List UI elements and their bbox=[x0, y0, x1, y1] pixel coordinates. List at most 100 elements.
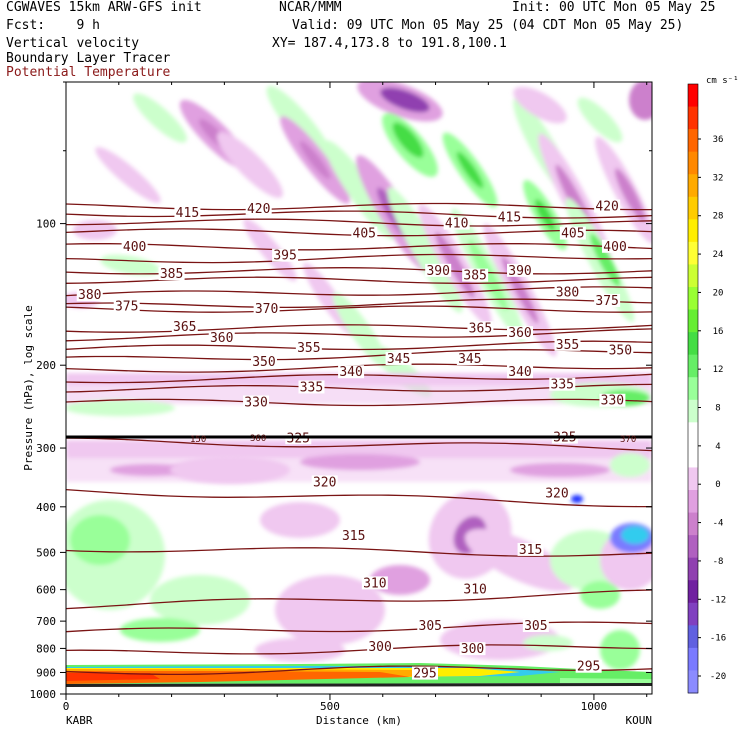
theta-label-bg bbox=[554, 285, 581, 299]
theta-label-bg bbox=[496, 210, 523, 224]
x-tick-label: 0 bbox=[63, 700, 70, 713]
colorbar-swatch bbox=[688, 219, 698, 243]
x-axis-label: Distance (km) bbox=[316, 714, 402, 727]
theta-label-bg bbox=[456, 351, 483, 365]
colorbar-swatch bbox=[688, 354, 698, 378]
y-axis-label: Pressure (hPa), log scale bbox=[22, 305, 35, 471]
colorbar-swatch bbox=[688, 557, 698, 581]
colorbar-swatch bbox=[688, 287, 698, 311]
theta-label-bg bbox=[171, 320, 198, 334]
theta-label: 310 bbox=[463, 583, 486, 598]
theta-label: 335 bbox=[300, 380, 323, 395]
theta-label: 375 bbox=[115, 299, 138, 314]
theta-label-bg bbox=[411, 666, 438, 680]
colorbar-label: -12 bbox=[710, 595, 726, 605]
theta-label: 340 bbox=[508, 365, 531, 380]
colorbar-label: 8 bbox=[715, 404, 720, 414]
x-tick-label: 1000 bbox=[581, 700, 608, 713]
theta-label-bg bbox=[594, 199, 621, 213]
theta-label: 390 bbox=[426, 264, 449, 279]
theta-contour bbox=[66, 305, 652, 313]
theta-contour bbox=[66, 324, 652, 333]
theta-label: 415 bbox=[498, 210, 521, 225]
theta-label-bg bbox=[208, 330, 235, 344]
colorbar-swatch bbox=[688, 332, 698, 356]
theta-label: 385 bbox=[160, 267, 183, 282]
theta-contour bbox=[66, 286, 652, 297]
theta-label-bg bbox=[158, 267, 185, 281]
theta-label-bg bbox=[361, 576, 388, 590]
colorbar-label: 24 bbox=[713, 250, 724, 260]
header-forecast: Fcst: 9 h bbox=[6, 18, 100, 33]
colorbar-swatch bbox=[688, 151, 698, 175]
theta-label: 305 bbox=[524, 619, 547, 634]
colorbar-swatch bbox=[688, 625, 698, 649]
theta-label-bg bbox=[517, 542, 544, 556]
theta-label: 325 bbox=[287, 431, 310, 446]
theta-label-bg bbox=[311, 475, 338, 489]
theta-label: 360 bbox=[210, 331, 233, 346]
crowded-label-360b: 360 bbox=[250, 434, 266, 444]
theta-contour bbox=[66, 589, 652, 610]
theta-label: 350 bbox=[609, 343, 632, 358]
theta-contour bbox=[66, 665, 652, 676]
theta-label-bg bbox=[522, 619, 549, 633]
theta-label-bg bbox=[113, 299, 140, 313]
theta-label: 405 bbox=[353, 227, 376, 242]
theta-label: 405 bbox=[561, 227, 584, 242]
colorbar-swatch bbox=[688, 422, 698, 446]
theta-label-bg bbox=[559, 226, 586, 240]
theta-label: 345 bbox=[458, 352, 481, 367]
theta-label: 410 bbox=[445, 217, 468, 232]
left-station-label: KABR bbox=[66, 714, 93, 727]
theta-label: 395 bbox=[273, 249, 296, 264]
theta-label-bg bbox=[467, 321, 494, 335]
theta-label-bg bbox=[575, 659, 602, 673]
theta-label: 295 bbox=[577, 660, 600, 675]
y-tick-label: 700 bbox=[36, 615, 56, 628]
theta-contour bbox=[66, 218, 652, 227]
colorbar-swatch bbox=[688, 467, 698, 491]
theta-label-bg bbox=[507, 263, 534, 277]
field-potential-temperature: Potential Temperature bbox=[6, 65, 171, 80]
theta-label-bg bbox=[76, 288, 103, 302]
colorbar-label: -4 bbox=[713, 519, 724, 529]
theta-label: 365 bbox=[173, 320, 196, 335]
theta-label: 350 bbox=[252, 355, 275, 370]
theta-label: 420 bbox=[595, 200, 618, 215]
y-tick-label: 400 bbox=[36, 501, 56, 514]
theta-label-bg bbox=[121, 239, 148, 253]
colorbar-swatch bbox=[688, 670, 698, 694]
y-tick-label: 1000 bbox=[30, 688, 57, 701]
theta-label-bg bbox=[459, 642, 486, 656]
theta-label: 360 bbox=[508, 326, 531, 341]
theta-label-bg bbox=[462, 268, 489, 282]
y-tick-label: 900 bbox=[36, 666, 56, 679]
theta-label: 420 bbox=[247, 202, 270, 217]
colorbar-label: 12 bbox=[713, 365, 724, 375]
field-vertical-velocity: Vertical velocity bbox=[6, 36, 140, 51]
colorbar-swatch bbox=[688, 106, 698, 130]
theta-label-bg bbox=[543, 486, 570, 500]
y-tick-label: 300 bbox=[36, 442, 56, 455]
theta-contour bbox=[66, 644, 652, 655]
theta-label: 330 bbox=[601, 394, 624, 409]
theta-contour bbox=[66, 340, 652, 351]
colorbar-units: cm s⁻¹ bbox=[706, 76, 739, 86]
theta-label-bg bbox=[417, 619, 444, 633]
header-org: NCAR/MMM bbox=[279, 0, 342, 15]
theta-contour bbox=[66, 202, 652, 211]
right-station-label: KOUN bbox=[626, 714, 653, 727]
theta-label: 400 bbox=[123, 240, 146, 255]
potential-temperature-contours bbox=[66, 202, 652, 676]
troposphere-shading bbox=[66, 456, 652, 670]
theta-label: 305 bbox=[419, 619, 442, 634]
theta-label-bg bbox=[385, 351, 412, 365]
theta-label: 315 bbox=[342, 529, 365, 544]
theta-contour bbox=[66, 210, 652, 219]
theta-label-bg bbox=[250, 355, 277, 369]
theta-label-bg bbox=[507, 326, 534, 340]
theta-contour bbox=[66, 243, 652, 251]
crowded-label-150: 150 bbox=[190, 435, 206, 445]
colorbar-swatch bbox=[688, 264, 698, 288]
